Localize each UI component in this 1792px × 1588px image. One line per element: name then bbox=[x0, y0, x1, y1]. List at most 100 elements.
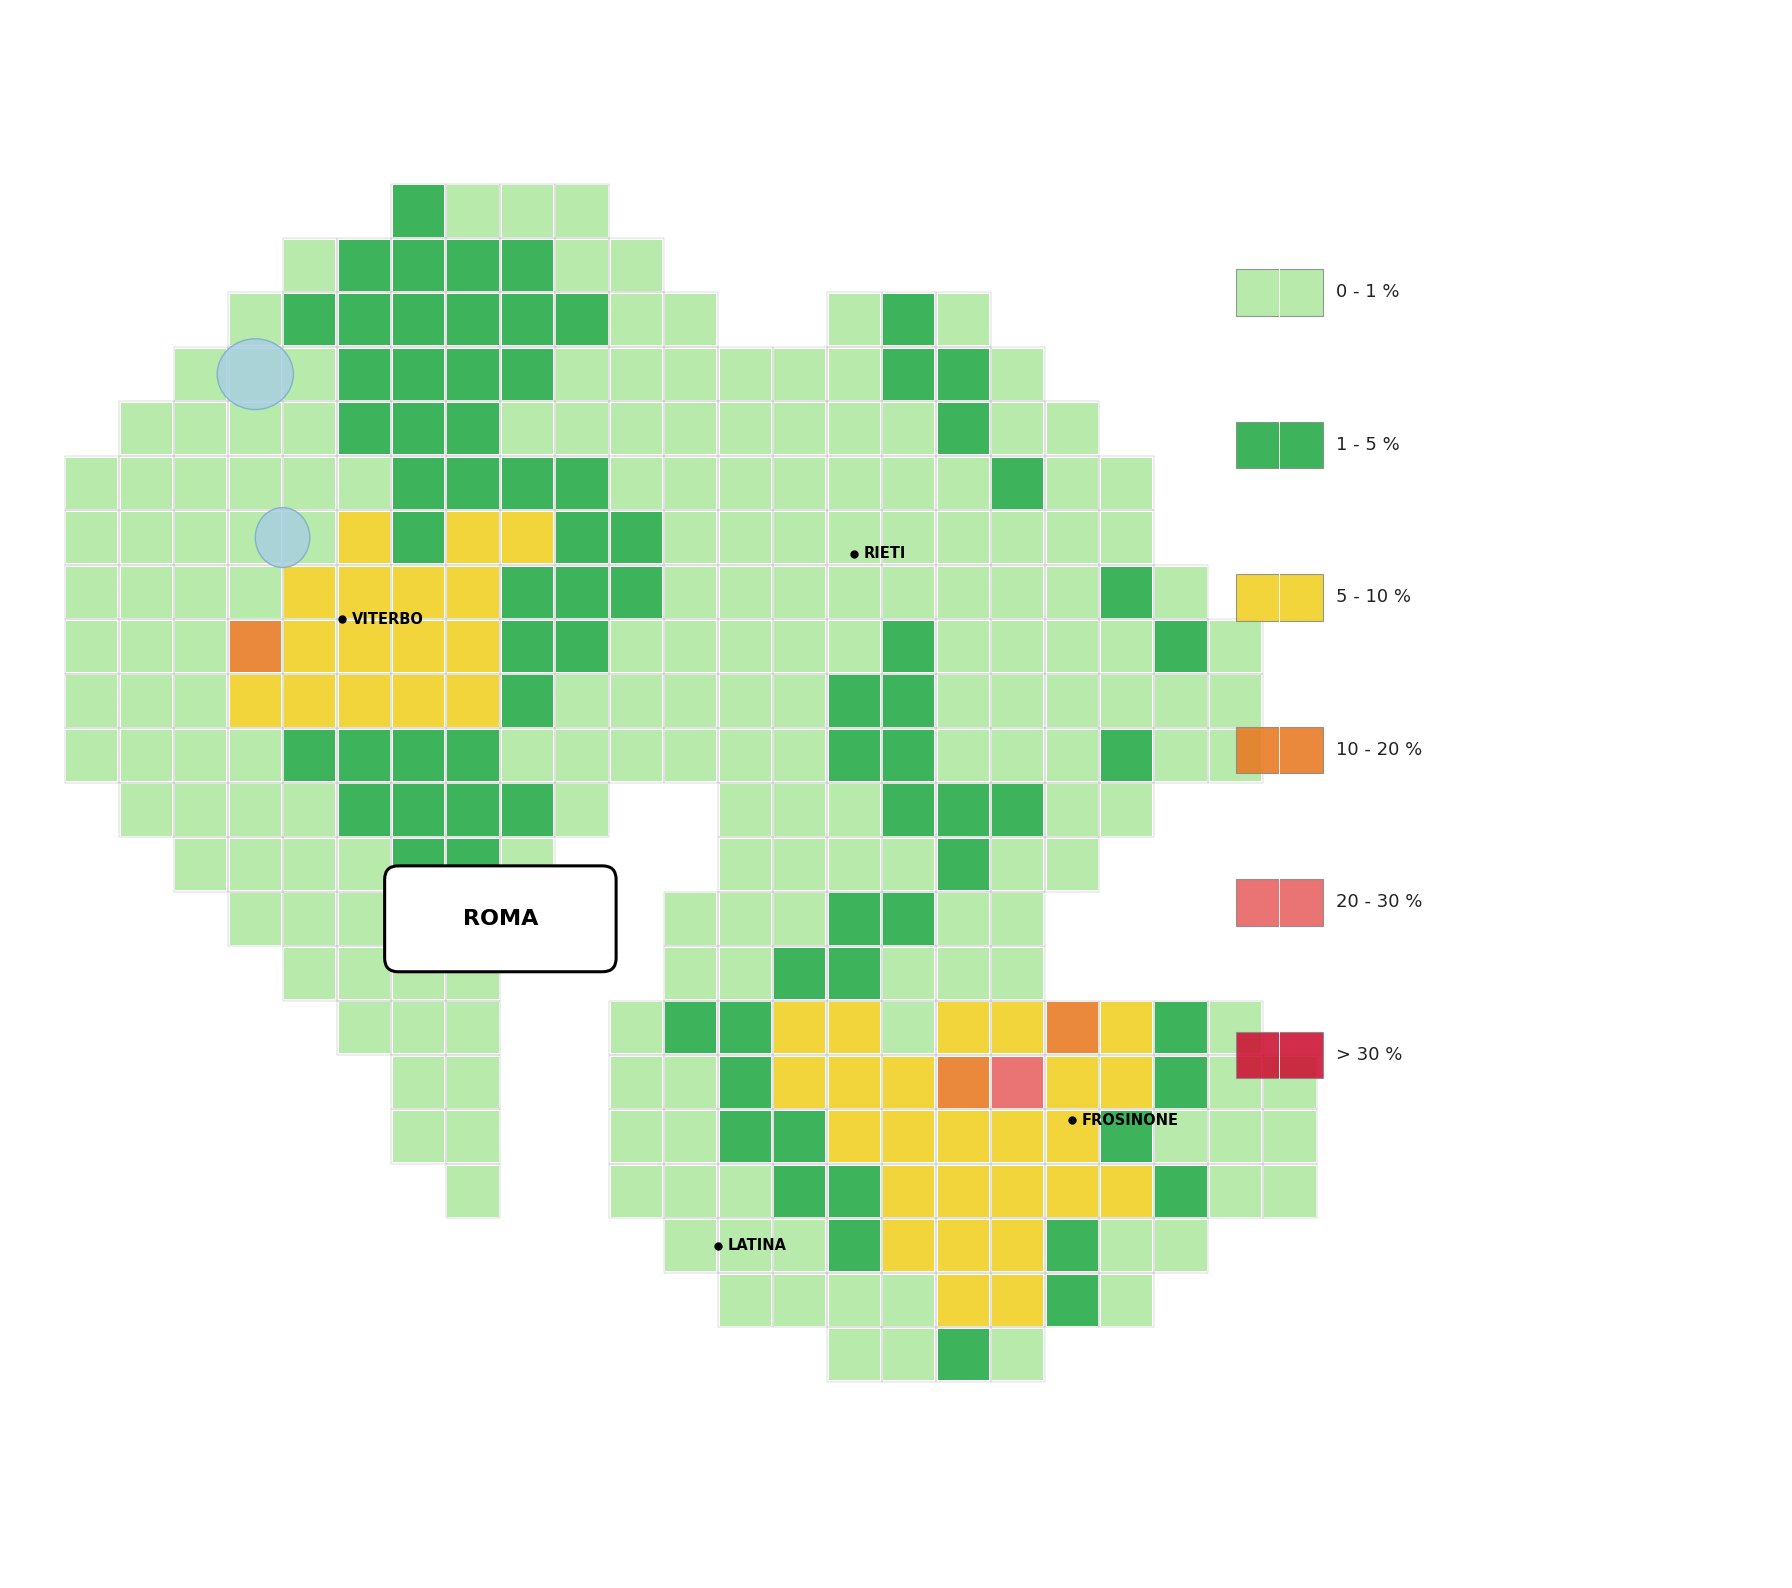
Bar bbox=[65, 619, 118, 673]
Bar bbox=[937, 403, 989, 454]
Bar bbox=[391, 1110, 446, 1164]
Bar bbox=[611, 349, 661, 400]
Bar bbox=[935, 946, 991, 1000]
Bar bbox=[339, 403, 389, 454]
Bar bbox=[991, 673, 1045, 729]
Bar bbox=[611, 675, 661, 727]
Text: RIETI: RIETI bbox=[864, 546, 905, 562]
Bar bbox=[774, 1166, 826, 1216]
Bar bbox=[1047, 621, 1098, 672]
Bar bbox=[118, 783, 174, 837]
Bar bbox=[392, 1112, 444, 1162]
Bar bbox=[174, 510, 228, 565]
Bar bbox=[120, 511, 172, 564]
Bar bbox=[1045, 673, 1100, 729]
Bar bbox=[1156, 1002, 1206, 1053]
Bar bbox=[66, 730, 118, 781]
Bar bbox=[882, 619, 935, 673]
Bar bbox=[991, 837, 1045, 891]
Bar bbox=[719, 1000, 772, 1054]
Bar bbox=[1210, 675, 1262, 727]
Bar bbox=[446, 184, 500, 238]
Bar bbox=[611, 403, 661, 454]
Bar bbox=[991, 510, 1045, 565]
Bar bbox=[392, 948, 444, 999]
Bar bbox=[556, 729, 609, 783]
Bar bbox=[1047, 838, 1098, 889]
Text: VITERBO: VITERBO bbox=[351, 611, 423, 627]
Bar bbox=[1263, 1110, 1317, 1164]
Bar bbox=[993, 349, 1043, 400]
Bar bbox=[665, 403, 717, 454]
Bar bbox=[1208, 673, 1263, 729]
Bar bbox=[283, 456, 337, 510]
Bar bbox=[502, 621, 554, 672]
Bar bbox=[283, 565, 337, 619]
Bar bbox=[991, 891, 1045, 946]
Bar bbox=[991, 1274, 1045, 1328]
Bar bbox=[391, 238, 446, 292]
Bar bbox=[1208, 729, 1263, 783]
Bar bbox=[719, 346, 772, 402]
Bar bbox=[500, 456, 556, 510]
Bar bbox=[1100, 1275, 1152, 1326]
Bar bbox=[828, 457, 880, 508]
Bar bbox=[174, 565, 228, 619]
Bar bbox=[828, 1110, 882, 1164]
Bar bbox=[446, 346, 500, 402]
Bar bbox=[719, 402, 772, 456]
Bar bbox=[392, 730, 444, 781]
Bar bbox=[993, 1329, 1043, 1380]
Bar bbox=[446, 510, 500, 565]
Bar bbox=[1210, 730, 1262, 781]
Bar bbox=[120, 784, 172, 835]
Bar bbox=[663, 1054, 719, 1110]
Bar bbox=[339, 838, 389, 889]
Bar bbox=[993, 838, 1043, 889]
Bar bbox=[285, 349, 335, 400]
Bar bbox=[392, 511, 444, 564]
Bar bbox=[174, 783, 228, 837]
Bar bbox=[774, 730, 826, 781]
Bar bbox=[556, 184, 609, 238]
Bar bbox=[663, 619, 719, 673]
Bar bbox=[1100, 457, 1152, 508]
Bar bbox=[665, 567, 717, 618]
Bar bbox=[176, 457, 226, 508]
Text: LATINA: LATINA bbox=[728, 1239, 787, 1253]
Bar bbox=[1263, 1054, 1317, 1110]
Bar bbox=[556, 349, 607, 400]
Bar bbox=[391, 619, 446, 673]
Bar bbox=[1045, 729, 1100, 783]
Bar bbox=[720, 511, 771, 564]
Bar bbox=[337, 456, 391, 510]
Bar bbox=[1100, 619, 1154, 673]
Bar bbox=[772, 346, 828, 402]
Bar bbox=[828, 403, 880, 454]
Bar bbox=[719, 783, 772, 837]
Bar bbox=[774, 675, 826, 727]
Bar bbox=[556, 511, 607, 564]
Bar bbox=[774, 1056, 826, 1108]
Bar bbox=[665, 1056, 717, 1108]
Bar bbox=[1236, 1032, 1322, 1078]
Bar bbox=[828, 1054, 882, 1110]
Bar bbox=[774, 511, 826, 564]
Bar bbox=[118, 402, 174, 456]
Bar bbox=[337, 238, 391, 292]
Bar bbox=[828, 565, 882, 619]
Bar bbox=[774, 1002, 826, 1053]
Bar bbox=[937, 511, 989, 564]
Bar bbox=[991, 1218, 1045, 1274]
Bar bbox=[937, 1220, 989, 1272]
Bar bbox=[500, 729, 556, 783]
Bar bbox=[663, 1110, 719, 1164]
Bar bbox=[993, 567, 1043, 618]
Bar bbox=[556, 783, 609, 837]
Bar bbox=[828, 837, 882, 891]
Bar bbox=[1100, 784, 1152, 835]
Bar bbox=[1045, 456, 1100, 510]
Bar bbox=[935, 1054, 991, 1110]
Bar bbox=[448, 349, 498, 400]
Bar bbox=[609, 565, 663, 619]
